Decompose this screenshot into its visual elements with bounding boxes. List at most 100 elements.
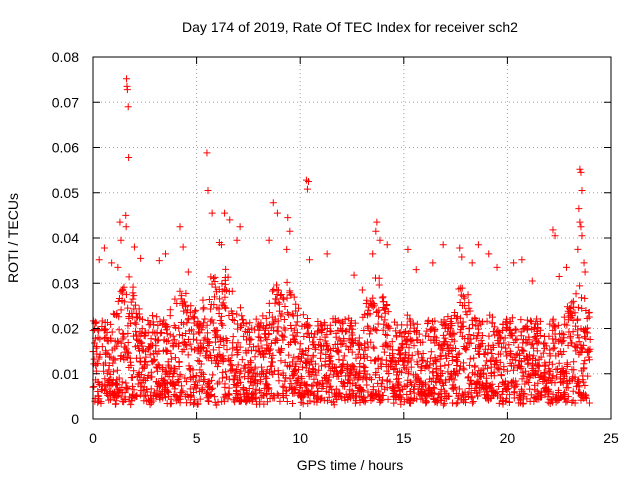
- data-point: [468, 369, 476, 377]
- data-point: [580, 259, 588, 267]
- data-point: [465, 304, 473, 312]
- data-point: [458, 390, 466, 398]
- data-point: [122, 291, 130, 299]
- data-point: [153, 367, 161, 375]
- data-point: [265, 236, 273, 244]
- data-point: [310, 375, 318, 383]
- data-point: [273, 327, 281, 335]
- data-point: [444, 313, 452, 321]
- data-point: [150, 355, 158, 363]
- data-point: [242, 336, 250, 344]
- data-point: [456, 314, 464, 322]
- data-point: [497, 333, 505, 341]
- data-point: [410, 385, 418, 393]
- data-point: [422, 397, 430, 405]
- data-point: [103, 329, 111, 337]
- data-point: [545, 332, 553, 340]
- data-point: [263, 322, 271, 330]
- data-point: [562, 263, 570, 271]
- data-point: [380, 306, 388, 314]
- data-point: [292, 332, 300, 340]
- data-point: [580, 341, 588, 349]
- data-point: [485, 332, 493, 340]
- data-point: [145, 344, 153, 352]
- data-point: [404, 245, 412, 253]
- data-point: [182, 301, 190, 309]
- data-point: [273, 390, 281, 398]
- data-point: [323, 340, 331, 348]
- data-point: [508, 314, 516, 322]
- data-point: [136, 337, 144, 345]
- data-point: [252, 346, 260, 354]
- data-point: [277, 291, 285, 299]
- y-tick-label: 0.06: [52, 140, 79, 156]
- data-point: [225, 357, 233, 365]
- data-point: [256, 378, 264, 386]
- data-point: [322, 374, 330, 382]
- data-point: [455, 349, 463, 357]
- data-point: [464, 374, 472, 382]
- data-point: [213, 356, 221, 364]
- data-point: [90, 383, 98, 391]
- data-point: [155, 336, 163, 344]
- data-point: [194, 357, 202, 365]
- data-point: [340, 352, 348, 360]
- data-point: [144, 329, 152, 337]
- data-point: [475, 317, 483, 325]
- data-point: [518, 375, 526, 383]
- data-point: [499, 320, 507, 328]
- data-point: [190, 346, 198, 354]
- data-point: [298, 363, 306, 371]
- data-point: [262, 380, 270, 388]
- data-point: [576, 165, 584, 173]
- data-point: [181, 374, 189, 382]
- data-point: [148, 373, 156, 381]
- data-point: [313, 398, 321, 406]
- data-point: [107, 353, 115, 361]
- data-point: [428, 318, 436, 326]
- data-point: [438, 393, 446, 401]
- data-point: [175, 340, 183, 348]
- x-axis-label: GPS time / hours: [297, 457, 404, 473]
- data-point: [546, 400, 554, 408]
- data-point: [422, 381, 430, 389]
- data-point: [519, 393, 527, 401]
- data-point: [101, 334, 109, 342]
- data-point: [571, 373, 579, 381]
- data-point: [510, 383, 518, 391]
- data-point: [494, 364, 502, 372]
- data-point: [281, 302, 289, 310]
- data-point: [183, 390, 191, 398]
- data-point: [464, 393, 472, 401]
- data-point: [102, 333, 110, 341]
- data-point: [317, 354, 325, 362]
- data-point: [477, 320, 485, 328]
- data-point: [464, 373, 472, 381]
- data-point: [464, 335, 472, 343]
- data-point: [562, 398, 570, 406]
- data-point: [534, 362, 542, 370]
- data-point: [530, 344, 538, 352]
- data-point: [578, 304, 586, 312]
- data-point: [517, 363, 525, 371]
- data-point: [419, 338, 427, 346]
- data-point: [517, 316, 525, 324]
- data-point: [317, 342, 325, 350]
- data-point: [170, 390, 178, 398]
- data-point: [581, 357, 589, 365]
- data-point: [490, 360, 498, 368]
- data-point: [208, 209, 216, 217]
- data-point: [532, 335, 540, 343]
- data-point: [165, 392, 173, 400]
- data-point: [439, 341, 447, 349]
- data-point: [289, 312, 297, 320]
- data-point: [332, 364, 340, 372]
- data-point: [549, 345, 557, 353]
- data-point: [370, 324, 378, 332]
- data-point: [358, 286, 366, 294]
- data-point: [352, 354, 360, 362]
- data-point: [348, 362, 356, 370]
- data-point: [542, 386, 550, 394]
- data-point: [364, 311, 372, 319]
- data-point: [305, 367, 313, 375]
